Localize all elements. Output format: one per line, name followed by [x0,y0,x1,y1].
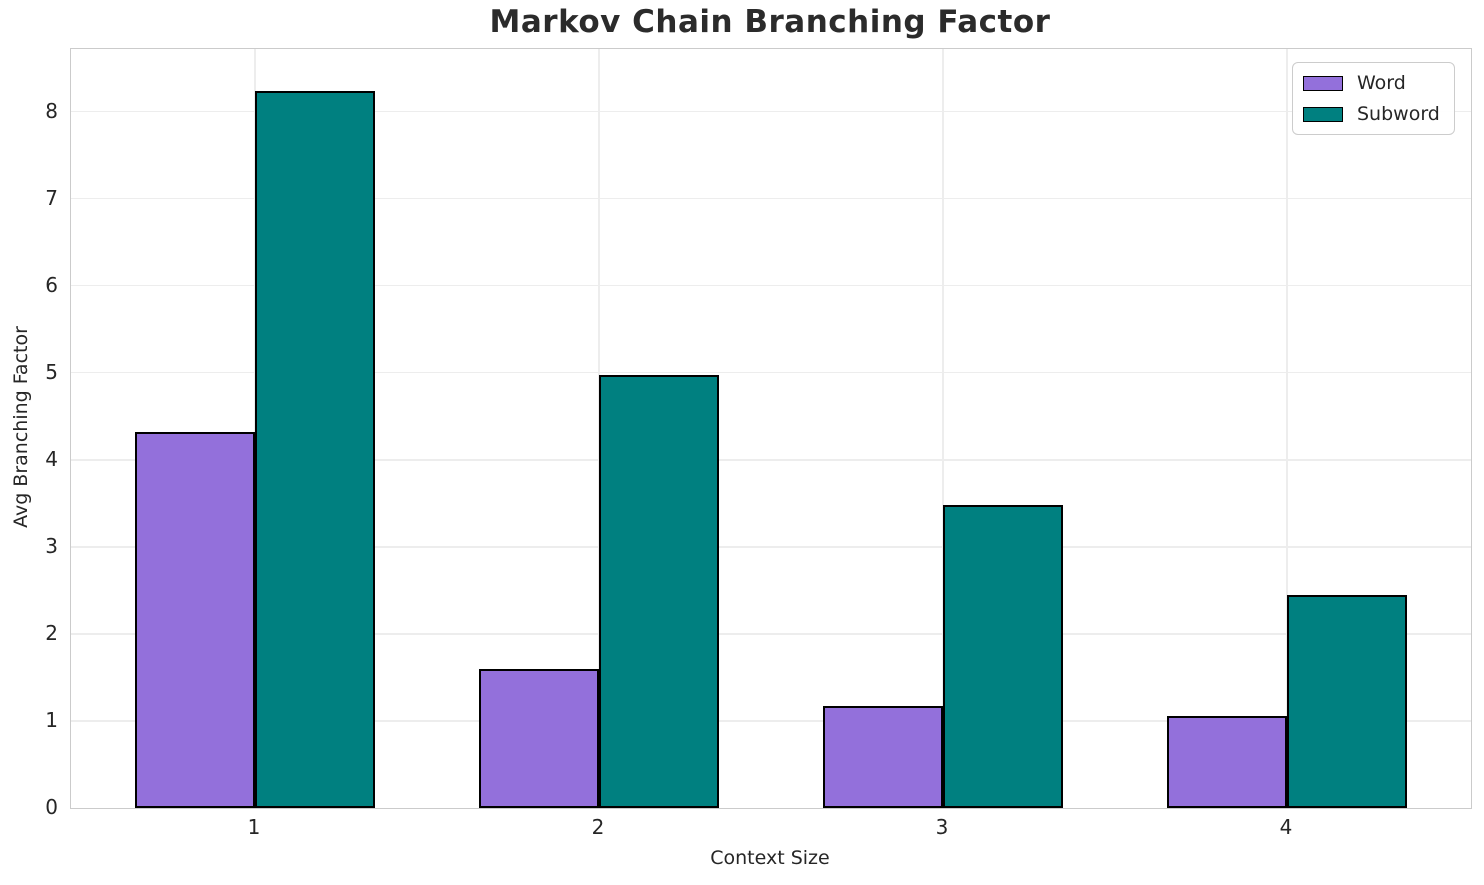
bar-word-3 [822,706,943,808]
bar-subword-3 [942,505,1064,808]
legend-label-word: Word [1357,72,1406,94]
bar-word-2 [478,668,599,808]
gridline-y-3 [71,546,1471,548]
x-axis-label: Context Size [710,847,830,869]
x-tick-label-3: 3 [935,815,949,839]
legend-item-subword: Subword [1303,103,1440,125]
y-axis-label: Avg Branching Factor [10,326,32,528]
legend-label-subword: Subword [1357,103,1440,125]
legend: Word Subword [1292,62,1455,135]
plot-area [70,48,1472,809]
y-tick-label-8: 8 [45,98,58,123]
legend-item-word: Word [1303,72,1440,94]
bar-subword-1 [255,90,376,808]
x-tick-label-2: 2 [591,815,605,839]
gridline-y-4 [71,459,1471,461]
legend-swatch-word [1303,75,1343,91]
bar-word-4 [1166,715,1287,808]
y-tick-label-2: 2 [45,620,58,645]
y-tick-label-5: 5 [45,359,58,384]
x-tick-label-4: 4 [1279,815,1293,839]
bar-word-1 [134,431,256,808]
y-tick-label-4: 4 [45,446,58,471]
gridline-y-6 [71,285,1471,287]
y-tick-label-0: 0 [45,795,58,819]
y-tick-label-6: 6 [45,272,58,297]
gridline-x-4 [1286,49,1288,808]
gridline-y-8 [71,110,1471,113]
y-tick-label-7: 7 [45,185,58,210]
x-tick-label-1: 1 [247,815,261,839]
gridline-y-1 [71,720,1471,722]
y-tick-label-1: 1 [45,707,58,732]
legend-swatch-subword [1303,106,1343,122]
gridline-y-7 [71,198,1471,200]
bar-subword-4 [1286,594,1408,808]
gridline-y-5 [71,372,1471,374]
gridline-y-2 [71,633,1471,635]
gridline-x-3 [942,49,944,808]
gridline-x-2 [598,49,600,808]
bar-subword-2 [599,374,720,808]
y-tick-label-3: 3 [45,533,58,558]
chart-title: Markov Chain Branching Factor [489,4,1051,40]
